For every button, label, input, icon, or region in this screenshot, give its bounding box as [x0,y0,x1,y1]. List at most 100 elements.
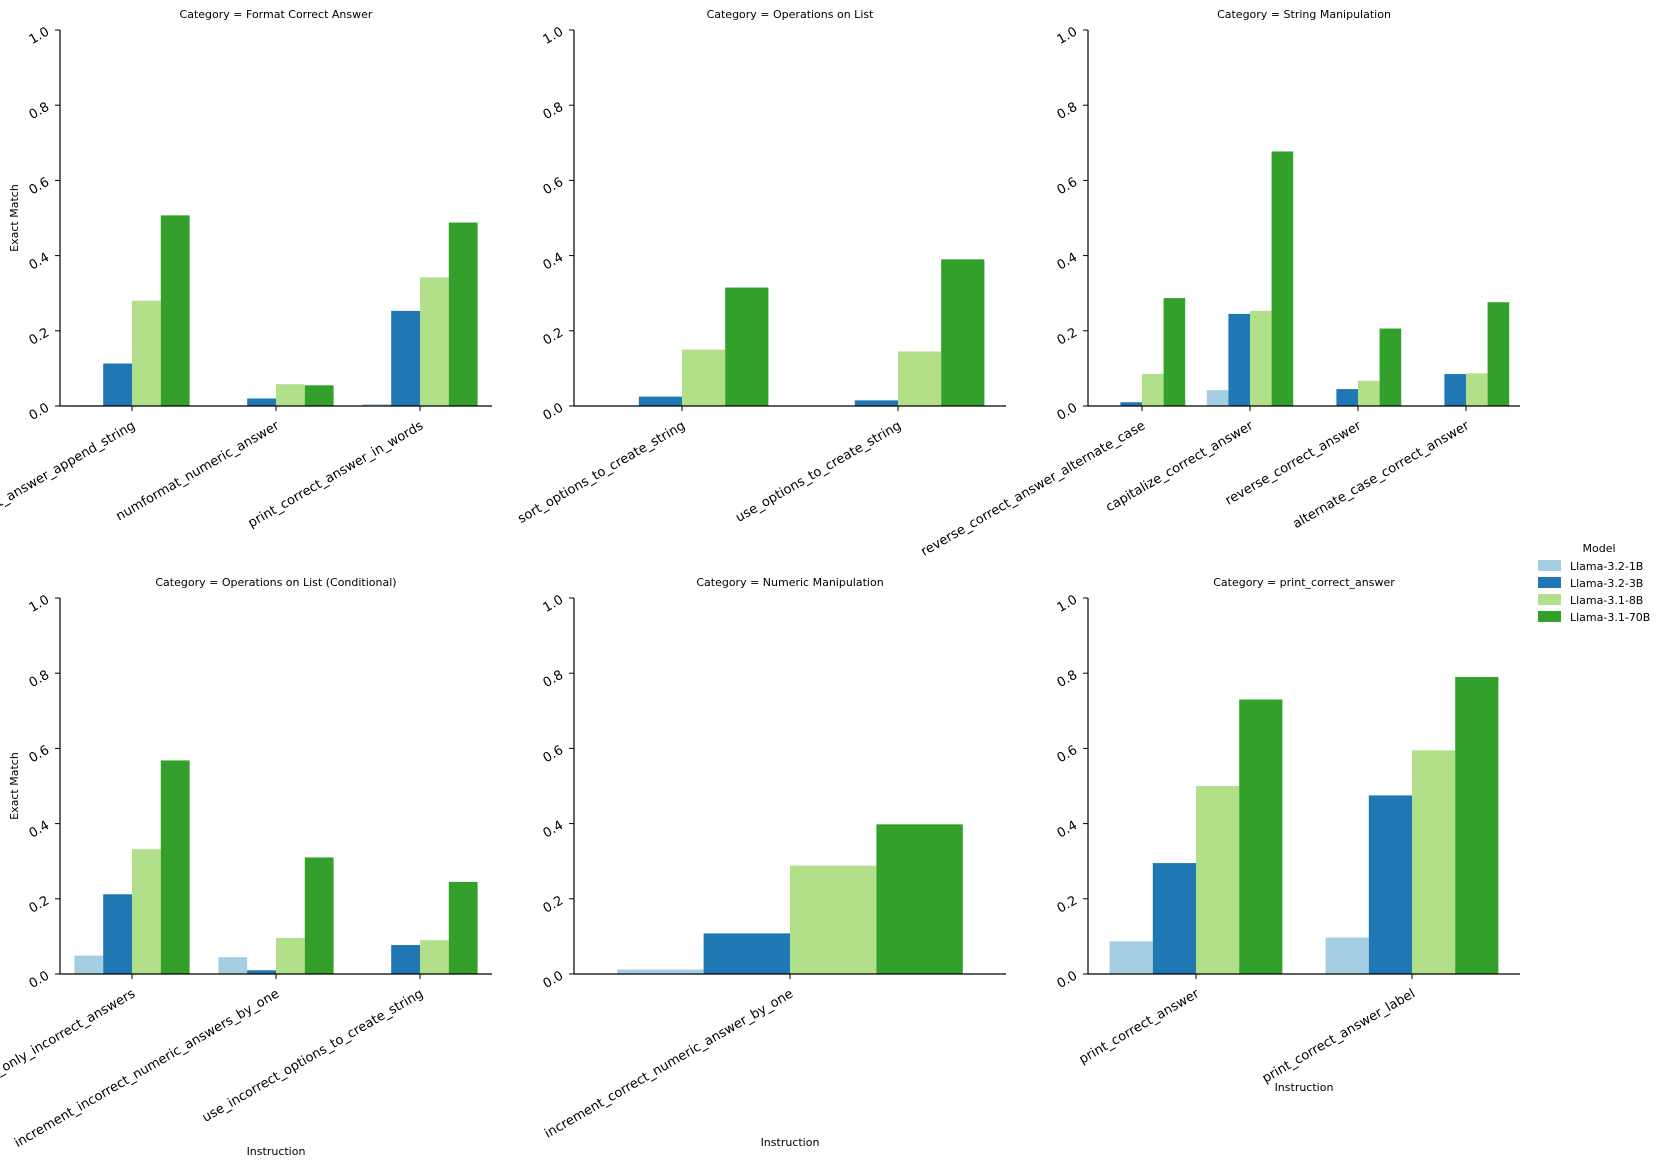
legend: Model Llama-3.2-1B Llama-3.2-3B Llama-3.1-… [1538,542,1650,624]
bar-llama-3-2-3b-numformat-numeric-answer [247,398,276,406]
y-tick-label: 0.4 [541,250,566,273]
legend-swatch [1538,577,1561,588]
bar-llama-3-1-70b-increment-incorrect-numeric-answers-by-one [304,857,334,974]
bar-llama-3-2-3b-alternate-case-correct-answer [1444,374,1466,406]
bar-llama-3-2-1b-print-correct-answer [1109,941,1153,974]
y-tick-label: 1.0 [541,24,566,47]
bar-llama-3-2-3b-capitalize-correct-answer [1228,313,1250,406]
y-tick-label: 0.6 [1055,743,1080,766]
legend-item-llama-3-1-8b: Llama-3.1-8B [1538,594,1643,607]
x-axis-label: Instruction [1275,1081,1334,1094]
y-tick-label: 0.2 [27,325,52,348]
bar-llama-3-1-8b-print-correct-answer-label [1412,750,1456,974]
bar-llama-3-2-3b-reverse-correct-answer-alternate-case [1120,402,1142,406]
y-tick-label: 1.0 [541,592,566,615]
panel-3: Category = String Manipulation 0.0 0.2 0.4 0… [919,8,1520,560]
y-tick-label: 0.8 [27,100,52,123]
y-tick-label: 0.0 [1055,400,1080,423]
legend-item-llama-3-2-1b: Llama-3.2-1B [1538,560,1643,573]
bar-llama-3-1-70b-print-correct-answer-append-string [160,215,190,406]
x-tick-label-print-correct-answer-label: print_correct_answer_label [1260,986,1418,1086]
y-tick-label: 0.2 [27,893,52,916]
y-tick-label: 0.6 [27,175,52,198]
bar-llama-3-2-3b-sort-options-to-create-string [638,396,682,406]
bar-llama-3-1-70b-print-correct-answer-in-words [448,222,478,406]
bar-llama-3-1-70b-use-incorrect-options-to-create-string [448,881,478,974]
bar-llama-3-1-70b-alternate-case-correct-answer [1487,302,1510,406]
y-tick-label: 0.0 [27,400,52,423]
y-tick-label: 0.2 [1055,325,1080,348]
bar-llama-3-1-70b-reverse-correct-answer [1379,328,1402,406]
x-tick-label-increment-incorrect-numeric-answers-by-one: increment_incorrect_numeric_answers_by_o… [12,986,282,1151]
y-tick-label: 0.4 [1055,250,1080,273]
bar-llama-3-1-70b-print-correct-answer-label [1455,676,1499,974]
y-tick-label: 0.6 [541,743,566,766]
bar-llama-3-2-3b-increment-correct-numeric-answer-by-one [703,933,790,974]
y-tick-label: 0.8 [1055,100,1080,123]
panel-title: Category = print_correct_answer [1213,576,1395,589]
bar-llama-3-2-1b-increment-correct-numeric-answer-by-one [617,969,704,974]
y-tick-label: 0.2 [1055,893,1080,916]
chart-panels: Category = Format Correct Answer 0.0 0.2 0.… [0,8,1520,1158]
x-tick-label-use-options-to-create-string: use_options_to_create_string [733,418,904,525]
x-axis-label: Instruction [761,1136,820,1149]
bar-llama-3-2-1b-print-correct-answer-in-words [362,404,392,406]
x-tick-label-alternate-case-correct-answer: alternate_case_correct_answer [1290,418,1472,532]
x-tick-label-numformat-numeric-answer: numformat_numeric_answer [114,418,283,524]
y-tick-label: 0.6 [27,743,52,766]
bar-llama-3-1-8b-reverse-correct-answer-alternate-case [1142,374,1164,406]
legend-label: Llama-3.1-8B [1570,594,1643,607]
legend-item-llama-3-2-3b: Llama-3.2-3B [1538,577,1643,590]
panel-title: Category = String Manipulation [1217,8,1391,21]
y-tick-label: 0.6 [1055,175,1080,198]
y-tick-label: 1.0 [27,592,52,615]
y-tick-label: 0.0 [1055,968,1080,991]
bar-llama-3-2-3b-increment-incorrect-numeric-answers-by-one [247,970,276,974]
bar-llama-3-1-70b-sort-only-incorrect-answers [160,760,190,974]
x-tick-label-use-incorrect-options-to-create-string: use_incorrect_options_to_create_string [200,986,426,1125]
bar-llama-3-1-8b-use-incorrect-options-to-create-string [420,940,449,974]
bar-llama-3-2-3b-use-incorrect-options-to-create-string [391,945,420,974]
y-tick-label: 0.0 [541,968,566,991]
y-tick-label: 0.2 [541,893,566,916]
y-tick-label: 0.0 [27,968,52,991]
y-tick-label: 1.0 [1055,592,1080,615]
legend-swatch [1538,560,1561,571]
bar-llama-3-1-70b-sort-options-to-create-string [725,287,769,406]
legend-item-llama-3-1-70b: Llama-3.1-70B [1538,611,1650,624]
legend-label: Llama-3.2-1B [1570,560,1643,573]
bar-llama-3-2-1b-capitalize-correct-answer [1206,390,1229,406]
bar-llama-3-1-8b-numformat-numeric-answer [276,384,305,406]
y-axis-label: Exact Match [8,184,21,252]
bar-llama-3-2-1b-print-correct-answer-label [1325,937,1369,974]
x-tick-label-sort-options-to-create-string: sort_options_to_create_string [515,418,688,526]
y-tick-label: 1.0 [27,24,52,47]
x-tick-label-print-correct-answer: print_correct_answer [1077,986,1203,1067]
bar-llama-3-1-70b-use-options-to-create-string [941,259,985,406]
bar-llama-3-1-8b-alternate-case-correct-answer [1466,373,1488,406]
bar-llama-3-2-3b-sort-only-incorrect-answers [103,894,132,974]
bar-llama-3-1-8b-increment-correct-numeric-answer-by-one [790,865,877,974]
bar-llama-3-1-8b-reverse-correct-answer [1358,380,1380,406]
bar-llama-3-1-8b-use-options-to-create-string [898,351,942,406]
bar-llama-3-1-8b-print-correct-answer-in-words [420,277,449,406]
panel-title: Category = Operations on List [707,8,875,21]
panel-5: Category = Numeric Manipulation 0.0 0.2 0.4… [541,576,1006,1149]
y-tick-label: 0.4 [27,250,52,273]
panel-2: Category = Operations on List 0.0 0.2 0.4 0.… [515,8,1006,527]
bar-llama-3-2-3b-print-correct-answer-label [1368,795,1412,974]
legend-label: Llama-3.2-3B [1570,577,1643,590]
bar-llama-3-1-70b-increment-correct-numeric-answer-by-one [876,824,963,974]
panel-title: Category = Operations on List (Condition… [155,576,396,589]
panel-title: Category = Numeric Manipulation [696,576,883,589]
legend-label: Llama-3.1-70B [1570,611,1650,624]
bar-llama-3-1-70b-print-correct-answer [1239,699,1283,974]
bar-llama-3-1-70b-numformat-numeric-answer [304,385,334,406]
y-tick-label: 0.8 [27,668,52,691]
y-tick-label: 0.0 [541,400,566,423]
panel-6: Category = print_correct_answer 0.0 0.2 0.4… [1055,576,1520,1094]
y-tick-label: 0.4 [541,818,566,841]
y-tick-label: 0.8 [541,668,566,691]
x-tick-label-reverse-correct-answer-alternate-case: reverse_correct_answer_alternate_case [919,418,1148,559]
panel-1: Category = Format Correct Answer 0.0 0.2 0.… [0,8,492,549]
